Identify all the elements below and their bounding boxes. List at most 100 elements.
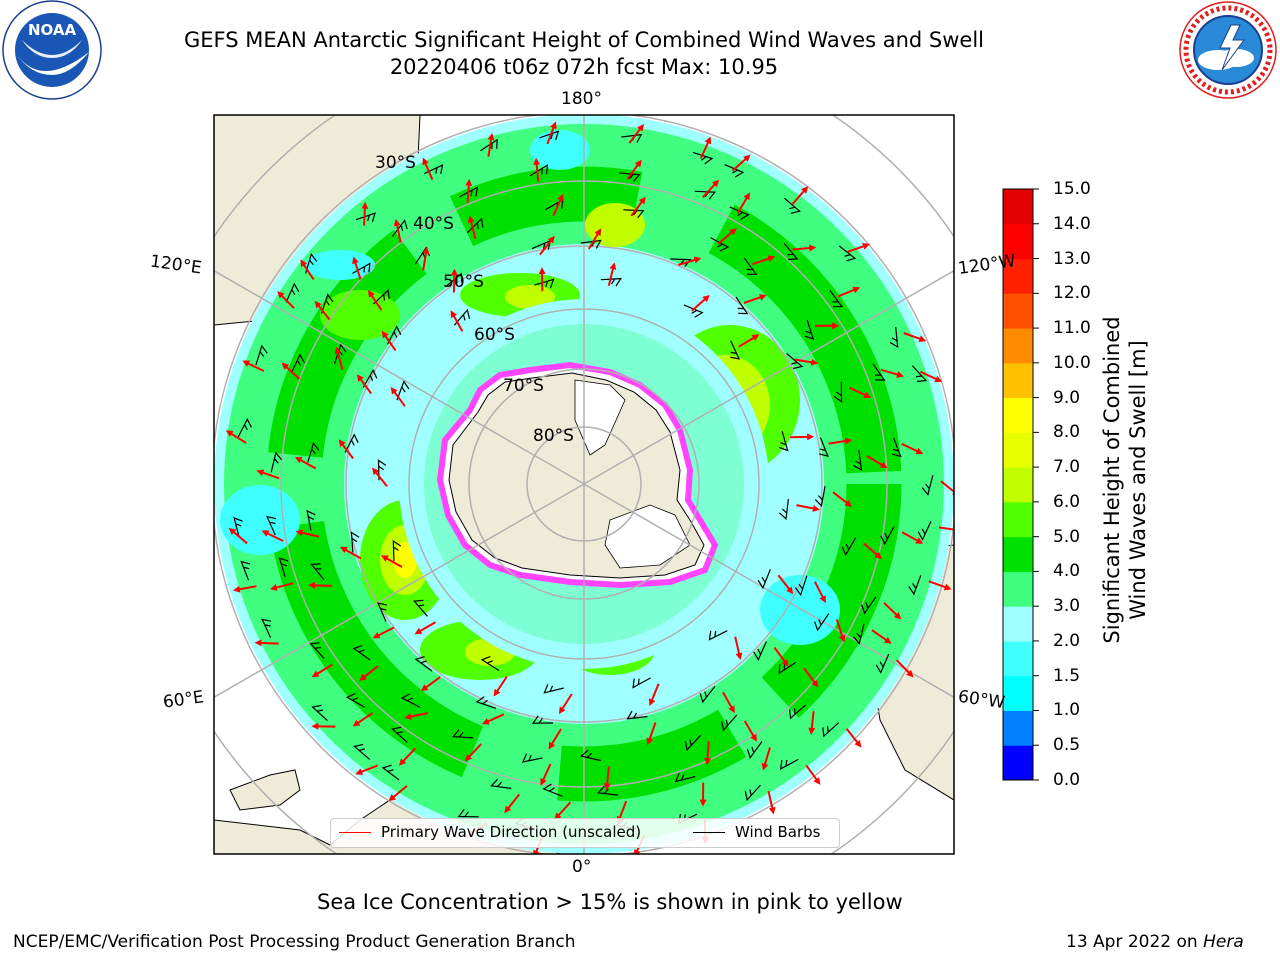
wave-direction-arrow (777, 574, 794, 595)
wind-barb (853, 449, 863, 471)
wave-direction-arrow (552, 193, 564, 217)
wave-direction-arrow (388, 785, 408, 802)
wind-barb (880, 526, 895, 546)
wave-direction-arrow (404, 712, 428, 720)
wind-barb (921, 475, 934, 496)
wave-direction-arrow (832, 491, 852, 507)
lat-label-30s: 30°S (375, 153, 416, 173)
wind-barb (721, 714, 738, 732)
legend-item-wave-direction: Primary Wave Direction (unscaled) (339, 823, 641, 841)
wind-barb (396, 380, 410, 401)
wave-direction-arrow (420, 676, 441, 692)
wave-direction-arrow (796, 504, 820, 512)
wave-direction-arrow (277, 291, 295, 309)
wind-barb (391, 726, 408, 743)
wave-direction-arrow (848, 386, 872, 399)
footer-date: 13 Apr 2022 on Hera (1066, 932, 1244, 952)
colorbar-tick-label: 14.0 (1053, 213, 1091, 234)
wind-barb (757, 569, 771, 590)
colorbar-title: Significant Height of Combined Wind Wave… (1085, 200, 1165, 760)
antarctica (436, 361, 719, 589)
lat-label-80s: 80°S (533, 426, 574, 446)
wave-direction-arrow (558, 693, 573, 715)
wave-direction-arrow (352, 712, 374, 727)
wave-direction-arrow (773, 646, 789, 667)
wind-barb (735, 296, 749, 315)
colorbar-tick-label: 12.0 (1053, 283, 1091, 304)
wave-direction-arrow (294, 456, 317, 470)
wind-barb (778, 431, 789, 452)
wind-barb (872, 363, 886, 381)
wind-barb (310, 563, 325, 581)
wind-barb (521, 753, 543, 763)
colorbar-segment (1003, 293, 1033, 329)
wind-barb (730, 340, 741, 360)
footer-branch: NCEP/EMC/Verification Post Processing Pr… (13, 932, 576, 952)
wave-direction-arrow (628, 124, 645, 144)
colorbar-tick-label: 3.0 (1053, 596, 1081, 617)
wind-barb (353, 743, 371, 760)
wind-barb (480, 138, 498, 152)
wave-direction-arrow (487, 133, 495, 157)
wave-direction-arrow (883, 602, 902, 620)
wave-direction-arrow (422, 157, 434, 180)
wind-barb (459, 186, 479, 198)
wave-direction-arrow (901, 442, 924, 455)
colorbar-tick-label: 2.0 (1053, 630, 1081, 651)
footer-date-text: 13 Apr 2022 on (1066, 932, 1204, 952)
wind-barb (692, 151, 714, 165)
ross-ice-shelf (574, 379, 626, 456)
colorbar-segment (1003, 189, 1033, 225)
wind-barb (373, 289, 390, 305)
wind-barb (539, 130, 560, 141)
wind-barb (779, 758, 799, 770)
wind-barb (600, 277, 622, 287)
wave-direction-arrow (334, 346, 344, 371)
colorbar-tick-label: 1.5 (1053, 665, 1081, 686)
wave-direction-arrow (895, 659, 914, 678)
wind-barb (852, 623, 865, 645)
wave-direction-arrow (546, 121, 557, 145)
colorbar-tick-label: 0.5 (1053, 735, 1081, 756)
wind-barb (531, 715, 554, 724)
wind-barb (674, 772, 696, 783)
wind-barb (684, 734, 702, 752)
wind-barb (632, 677, 651, 689)
wind-barb (822, 722, 840, 738)
wind-barb (344, 433, 359, 453)
national-weather-service-logo-icon (1179, 1, 1277, 99)
wind-barb (623, 209, 645, 219)
wave-direction-arrow (367, 290, 383, 311)
wave-direction-arrow (691, 294, 710, 312)
lon-label-180: 180° (561, 89, 602, 109)
wave-direction-arrow (381, 330, 397, 351)
wave-direction-arrow (863, 542, 883, 560)
wind-barb (529, 164, 548, 177)
wave-direction-arrow (731, 154, 751, 172)
wind-barb (804, 319, 815, 340)
wind-barb (744, 257, 758, 275)
colorbar-segment (1003, 432, 1033, 468)
wave-direction-arrow (871, 629, 892, 644)
wind-barb (724, 164, 745, 178)
colorbar-segment (1003, 571, 1033, 607)
lat-label-50s: 50°S (443, 272, 484, 292)
colorbar-segment (1003, 328, 1033, 364)
colorbar-title-line2: Wind Waves and Swell [m] (1126, 340, 1150, 620)
wave-direction-arrow (630, 196, 646, 217)
wind-barb (414, 656, 433, 672)
wind-barb (413, 599, 428, 617)
wind-barb (475, 696, 497, 709)
wave-direction-arrow (533, 157, 541, 182)
wave-direction-arrow (540, 763, 552, 786)
wave-direction-arrow (467, 215, 477, 240)
wind-barb (794, 575, 808, 597)
colorbar-tick-label: 4.0 (1053, 561, 1081, 582)
wind-barb (392, 219, 408, 237)
lat-label-40s: 40°S (413, 214, 454, 234)
colorbar-tick-label: 11.0 (1053, 318, 1091, 339)
wave-direction-arrow (928, 580, 952, 591)
graticule (214, 115, 954, 854)
colorbar-tick-label: 13.0 (1053, 248, 1091, 269)
wave-direction-arrow (880, 368, 904, 378)
